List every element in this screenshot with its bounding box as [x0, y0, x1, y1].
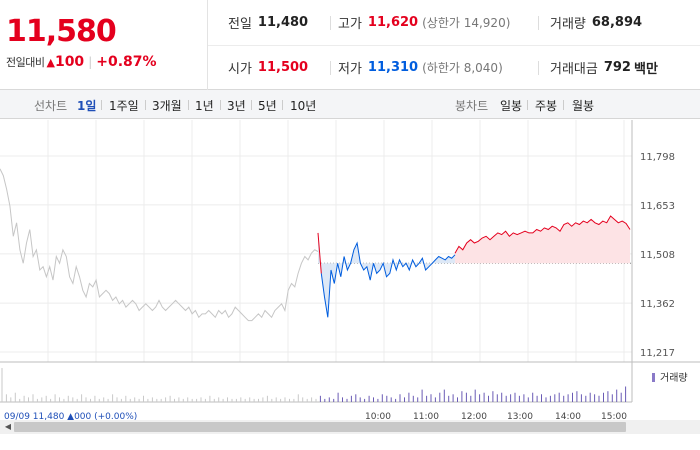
- chart-svg: 11,798 11,653 11,508 11,362 11,217 10:00 11:0…: [0, 120, 700, 422]
- divider: [220, 100, 221, 110]
- prev-close-value: 11,480: [257, 15, 309, 30]
- tab-weekly-candle[interactable]: 주봉: [535, 99, 558, 113]
- y-tick-label: 11,217: [640, 348, 675, 359]
- divider: [282, 100, 283, 110]
- divider: [538, 16, 539, 30]
- tab-3month[interactable]: 3개월: [152, 99, 182, 113]
- open-label: 시가: [228, 62, 252, 77]
- scroll-left-arrow-icon[interactable]: ◀: [4, 422, 12, 431]
- divider: [251, 100, 252, 110]
- x-tick-label: 10:00: [365, 412, 391, 420]
- change-label: 전일대비: [6, 56, 45, 69]
- amount-label: 거래대금: [550, 62, 598, 77]
- amount-value: 792: [603, 60, 631, 75]
- high-cell: 고가 11,620 (상한가 14,920): [338, 0, 510, 45]
- scroll-thumb[interactable]: [14, 422, 626, 432]
- prev-close-cell: 전일 11,480: [228, 0, 308, 45]
- current-price: 11,580: [6, 14, 117, 49]
- amount-unit: 백만: [633, 62, 658, 77]
- low-label: 저가: [338, 62, 362, 77]
- previous-day-line: [0, 168, 319, 322]
- divider: |: [88, 55, 93, 69]
- prev-close-footer: 09/09 11,480 ▲000 (+0.00%): [4, 412, 137, 420]
- price-box: 11,580 전일대비 ▲100 | +0.87%: [0, 0, 208, 90]
- today-up-line: [454, 215, 631, 254]
- x-tick-label: 12:00: [461, 412, 487, 420]
- tab-monthly-candle[interactable]: 월봉: [572, 99, 595, 113]
- x-tick-label: 15:00: [601, 412, 627, 420]
- quote-panel: 11,580 전일대비 ▲100 | +0.87% 전일 11,480 고가 11,6…: [0, 0, 700, 90]
- lower-limit: (하한가 8,040): [422, 61, 503, 75]
- y-tick-label: 11,508: [640, 250, 675, 261]
- volume-legend-swatch: [652, 373, 655, 382]
- row-divider: [208, 45, 700, 46]
- today-down-line: [320, 241, 456, 318]
- volume-legend: 거래량: [660, 372, 688, 384]
- tab-1year[interactable]: 1년: [195, 99, 214, 113]
- line-chart-label: 선차트: [34, 99, 68, 113]
- divider: [101, 100, 102, 110]
- low-cell: 저가 11,310 (하한가 8,040): [338, 45, 503, 90]
- prev-close-label: 전일: [228, 17, 252, 32]
- x-tick-label: 11:00: [413, 412, 439, 420]
- chart-tab-bar: 선차트 1일 1주일 3개월 1년 3년 5년 10년 봉차트 일봉 주봉 월봉: [0, 90, 700, 119]
- tab-1day[interactable]: 1일: [77, 99, 97, 113]
- divider: [538, 61, 539, 75]
- volume-value: 68,894: [591, 15, 643, 30]
- y-tick-label: 11,362: [640, 299, 675, 310]
- divider: [563, 100, 564, 110]
- x-tick-label: 14:00: [555, 412, 581, 420]
- divider: [330, 16, 331, 30]
- x-tick-label: 13:00: [507, 412, 533, 420]
- today-up-line: [317, 232, 322, 274]
- high-label: 고가: [338, 17, 362, 32]
- y-tick-label: 11,653: [640, 201, 675, 212]
- chart-scrollbar[interactable]: ◀: [0, 420, 700, 434]
- volume-label: 거래량: [550, 17, 586, 32]
- amount-cell: 거래대금 792 백만: [550, 45, 658, 90]
- low-value: 11,310: [367, 60, 419, 75]
- change-row: 전일대비 ▲100 | +0.87%: [6, 54, 157, 70]
- volume-cell: 거래량 68,894: [550, 0, 642, 45]
- y-tick-label: 11,798: [640, 152, 675, 163]
- up-area: [455, 216, 630, 264]
- divider: [527, 100, 528, 110]
- candle-chart-label: 봉차트: [455, 99, 489, 113]
- divider: [330, 61, 331, 75]
- tab-1week[interactable]: 1주일: [109, 99, 139, 113]
- change-value: 100: [54, 54, 85, 70]
- high-value: 11,620: [367, 15, 419, 30]
- upper-limit: (상한가 14,920): [422, 16, 511, 30]
- divider: [188, 100, 189, 110]
- divider: [145, 100, 146, 110]
- tab-daily-candle[interactable]: 일봉: [500, 99, 523, 113]
- up-triangle-icon: ▲: [46, 56, 55, 69]
- tab-10year[interactable]: 10년: [290, 99, 317, 113]
- tab-5year[interactable]: 5년: [258, 99, 277, 113]
- open-value: 11,500: [257, 60, 309, 75]
- open-cell: 시가 11,500: [228, 45, 308, 90]
- tab-3year[interactable]: 3년: [227, 99, 246, 113]
- intraday-chart: 11,798 11,653 11,508 11,362 11,217 10:00 11:0…: [0, 120, 700, 450]
- change-rate: +0.87%: [96, 54, 157, 70]
